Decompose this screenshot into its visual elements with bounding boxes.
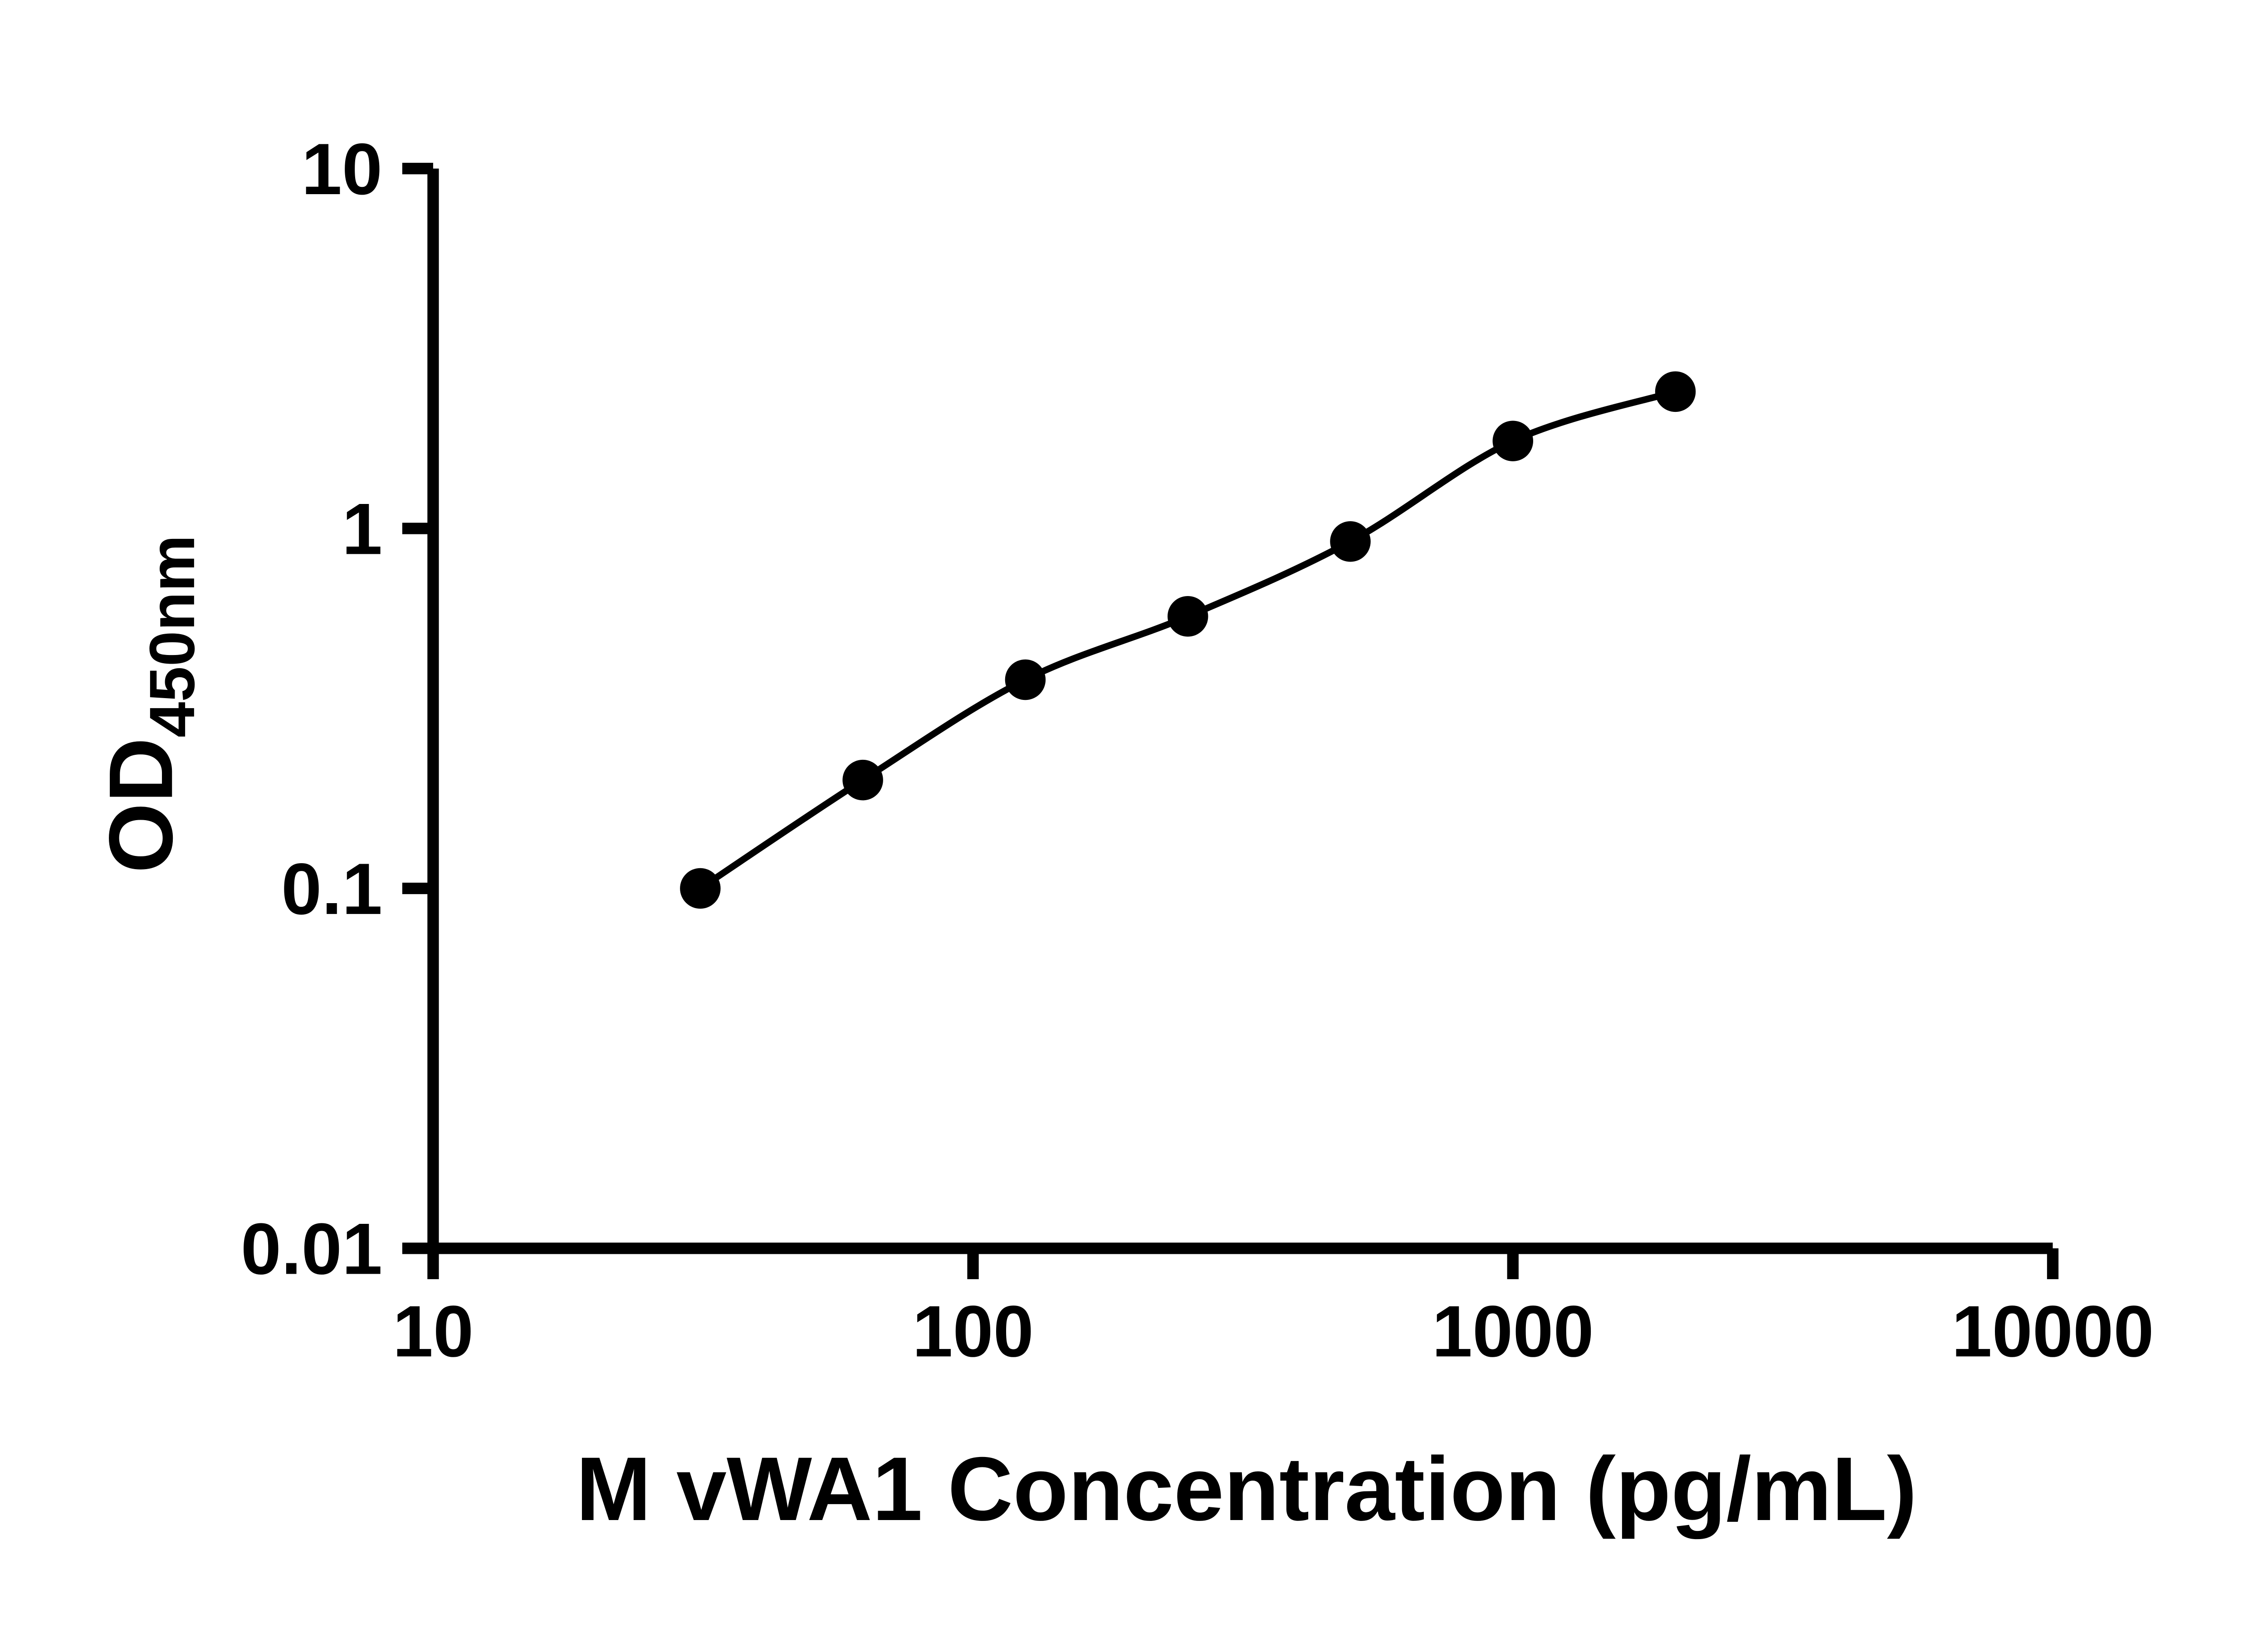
y-axis-tick-label: 0.1: [281, 848, 382, 929]
fit-curve-layer: [697, 388, 1679, 892]
data-point: [1005, 659, 1046, 700]
x-axis-title: M vWA1 Concentration (pg/mL): [576, 1439, 1917, 1540]
data-points-layer: [680, 371, 1696, 909]
y-axis-tick-label: 0.01: [241, 1208, 382, 1289]
y-axis-title: OD450nm: [91, 535, 208, 873]
data-point: [680, 868, 721, 909]
x-axis-tick-label: 10000: [1951, 1291, 2154, 1372]
axis-spine: [427, 168, 2053, 1254]
data-point: [1492, 420, 1534, 461]
data-point: [842, 759, 883, 801]
data-point: [1330, 521, 1371, 562]
data-point: [1167, 596, 1208, 637]
axes-layer: 0.01 0.1 1 10 10 100 1000 10000: [241, 128, 2154, 1372]
data-point: [1655, 371, 1696, 412]
fit-curve: [697, 388, 1679, 892]
x-axis-tick-label: 1000: [1432, 1291, 1594, 1372]
x-axis-tick-label: 10: [393, 1291, 474, 1372]
y-axis-tick-label: 1: [342, 488, 382, 569]
y-axis-tick-label: 10: [302, 128, 382, 210]
x-axis-tick-label: 100: [912, 1291, 1034, 1372]
y-axis-title-subscript: 450nm: [136, 535, 208, 738]
y-axis-title-main: OD: [91, 738, 191, 873]
